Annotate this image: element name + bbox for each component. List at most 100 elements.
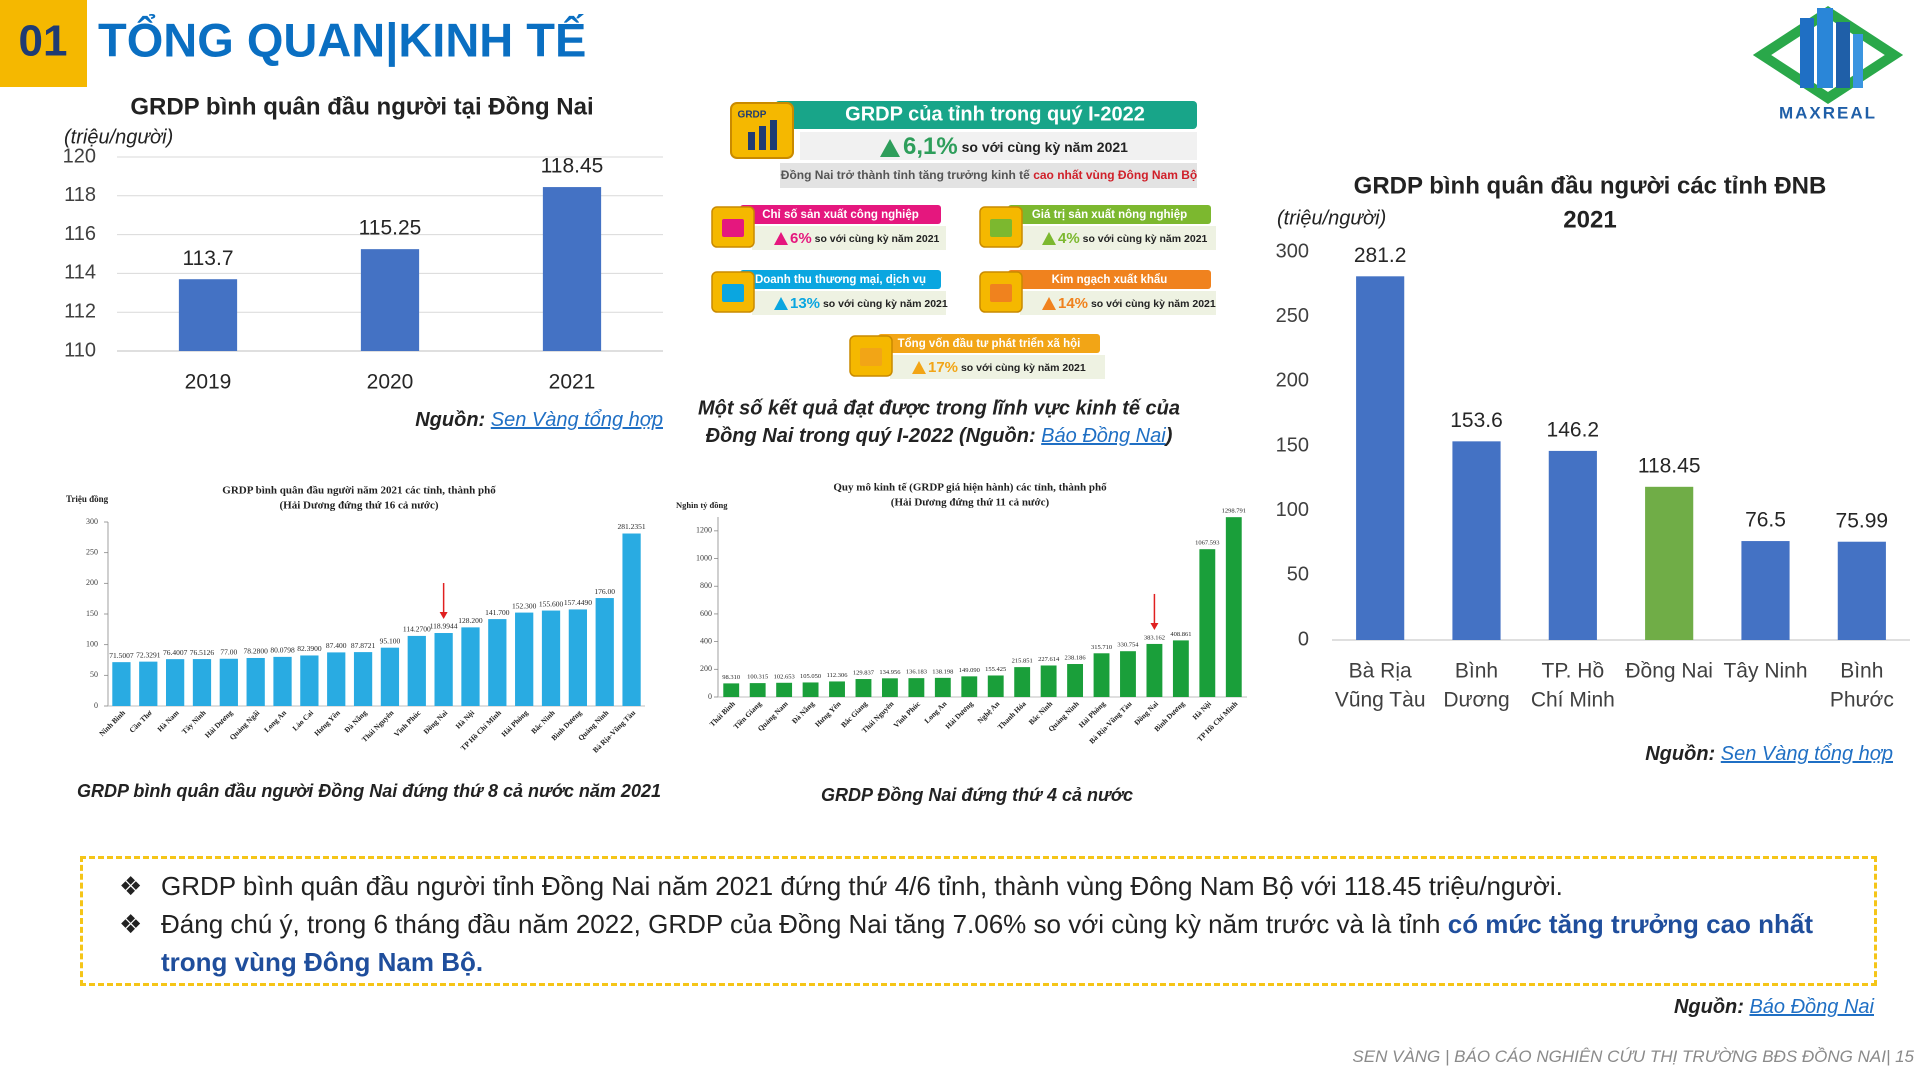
bar (1093, 653, 1110, 697)
value-label: 227.614 (1038, 656, 1060, 663)
x-tick-label: Nghệ An (975, 699, 1002, 726)
caption-link[interactable]: Báo Đồng Nai (1041, 425, 1166, 447)
y-tick-label: 0 (708, 692, 712, 701)
bar (515, 612, 534, 706)
y-tick-label: 1200 (696, 526, 712, 535)
bar (1172, 640, 1189, 697)
summary-box: GRDP bình quân đầu người tỉnh Đồng Nai n… (80, 856, 1877, 986)
value-label: 98.310 (722, 674, 740, 681)
item-icon-glyph (722, 219, 744, 237)
y-tick-label: 116 (64, 223, 96, 245)
value-label: 281.2351 (618, 522, 646, 531)
x-tick-label: Vũng Tàu (1335, 689, 1426, 712)
item-arrow (774, 297, 788, 310)
bar (488, 619, 507, 706)
source-label: Nguồn: (1645, 743, 1721, 765)
note-highlight: cao nhất vùng Đông Nam Bộ (1033, 168, 1197, 182)
bar (300, 655, 319, 706)
chart-title: (Hải Dương đứng thứ 11 cả nước) (891, 497, 1050, 509)
item-bar (878, 334, 1100, 353)
source-link[interactable]: Sen Vàng tổng hợp (491, 409, 663, 431)
source-link[interactable]: Sen Vàng tổng hợp (1721, 743, 1893, 765)
item-title: Giá trị sản xuất nông nghiệp (1032, 209, 1187, 221)
item-title: Doanh thu thương mại, dịch vụ (755, 274, 926, 286)
y-tick-label: 600 (700, 609, 712, 618)
bar (1014, 667, 1031, 697)
bar (1645, 486, 1694, 640)
value-label: 76.5 (1745, 509, 1786, 532)
note-text: Đồng Nai trở thành tỉnh tăng trưởng kinh… (781, 168, 1033, 182)
item-arrow (912, 361, 926, 374)
x-tick-label: Ninh Bình (97, 708, 127, 738)
bar (1356, 276, 1405, 640)
y-tick-label: 250 (1276, 305, 1309, 327)
item-growth-bg (752, 291, 946, 315)
value-label: 113.7 (183, 247, 234, 270)
item-growth-value: 6% (790, 230, 812, 247)
infographic-item: Doanh thu thương mại, dịch vụ 13% so với … (711, 270, 948, 315)
x-tick-label: Vĩnh Phúc (392, 708, 423, 739)
item-icon-glyph (860, 348, 882, 366)
infographic-main: GRDP của tỉnh trong quý I-2022 GRDP 6,1%… (730, 101, 1197, 188)
bar (541, 610, 561, 706)
value-label: 71.5007 (109, 651, 134, 660)
item-arrow (1042, 232, 1056, 245)
logo-text: MAXREAL (1779, 103, 1877, 122)
header-badge (0, 0, 87, 87)
item-growth-bg (890, 355, 1105, 379)
infographic-caption-line1: Một số kết quả đạt được trong lĩnh vực k… (698, 397, 1180, 419)
chart-title: 2021 (1563, 206, 1616, 233)
bar (1199, 549, 1216, 697)
infographic-item: Chỉ số sản xuất công nghiệp 6% so với cùn… (711, 205, 946, 250)
bar (542, 187, 602, 351)
value-label: 87.400 (326, 641, 347, 650)
bar (961, 676, 978, 697)
x-tick-label: Dương (1443, 689, 1509, 712)
chart: Quy mô kinh tế (GRDP giá hiện hành) các … (676, 482, 1247, 805)
value-label: 141.700 (485, 608, 510, 617)
bar (622, 533, 641, 706)
y-tick-label: 1000 (696, 553, 712, 562)
infographic-note: Đồng Nai trở thành tỉnh tăng trưởng kinh… (781, 168, 1197, 182)
value-label: 315.710 (1091, 644, 1112, 651)
bullet-highlight: có mức tăng trưởng cao nhất trong vùng Đ… (161, 909, 1814, 977)
y-tick-label: 0 (94, 701, 98, 710)
bar (1040, 665, 1057, 697)
infographic-item: Kim ngạch xuất khẩu 14% so với cùng kỳ nă… (979, 270, 1216, 315)
x-tick-label: Bình (1840, 660, 1883, 683)
y-tick-label: 112 (64, 300, 96, 322)
item-bar (740, 205, 941, 224)
item-growth-bg (1020, 291, 1216, 315)
chart-source: Nguồn: Sen Vàng tổng hợp (1645, 743, 1893, 765)
value-label: 75.99 (1836, 509, 1889, 532)
chart: GRDP bình quân đầu người năm 2021 các tỉ… (66, 485, 661, 801)
x-tick-label: 2020 (367, 371, 414, 394)
value-label: 153.6 (1450, 409, 1503, 432)
value-label: 134.956 (879, 669, 901, 676)
value-label: 157.4490 (564, 598, 592, 607)
value-label: 118.45 (1638, 454, 1701, 477)
bar (1548, 450, 1597, 640)
infographic-item: Giá trị sản xuất nông nghiệp 4% so với cù… (979, 205, 1216, 250)
item-growth-note: so với cùng kỳ năm 2021 (958, 362, 1086, 374)
item-growth-note: so với cùng kỳ năm 2021 (1088, 298, 1216, 310)
unit-label: (triệu/người) (1277, 207, 1386, 229)
value-label: 76.5126 (190, 648, 215, 657)
value-label: 155.425 (985, 666, 1006, 673)
bullet-text: Đáng chú ý, trong 6 tháng đầu năm 2022, … (161, 909, 1448, 939)
bar (1837, 541, 1886, 640)
x-tick-label: Vĩnh Phúc (892, 699, 923, 730)
item-growth-value: 14% (1058, 295, 1088, 312)
bar (246, 657, 265, 706)
value-label: 281.2 (1354, 244, 1407, 267)
value-label: 136.183 (906, 669, 927, 676)
chart-source: Nguồn: Sen Vàng tổng hợp (415, 409, 663, 431)
caption-end: ) (1164, 425, 1173, 447)
bar (776, 682, 793, 697)
x-tick-label: Cần Thơ (127, 708, 154, 735)
x-tick-label: Hà Nội (454, 708, 476, 730)
y-tick-label: 200 (86, 578, 98, 587)
item-bar (1008, 205, 1211, 224)
source-link[interactable]: Báo Đồng Nai (1749, 996, 1874, 1018)
chart: GRDP bình quân đầu người các tỉnh ĐNB 202… (1276, 172, 1910, 765)
